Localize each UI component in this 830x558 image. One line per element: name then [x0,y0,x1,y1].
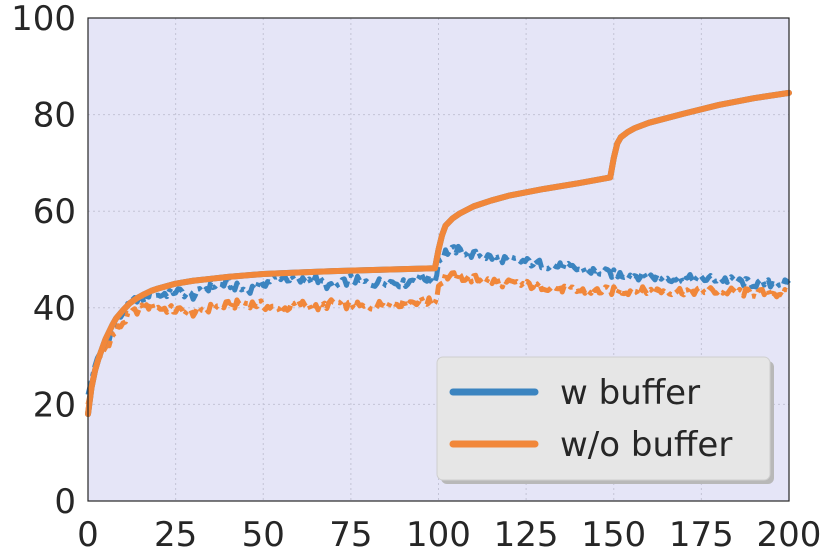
tick-labels: 0 25 50 75 100 125 150 175 200 0 20 40 60 80 100 [11,0,822,555]
x-tick-label-0: 0 [77,515,99,554]
y-tick-label-1: 20 [33,385,76,425]
x-tick-label-1: 25 [154,515,197,554]
x-tick-label-6: 150 [581,515,646,554]
x-tick-label-2: 50 [242,515,285,554]
legend-label-w-buffer: w buffer [560,373,700,413]
x-tick-label-5: 125 [494,515,559,554]
x-tick-label-7: 175 [669,515,734,554]
plot-frame [87,17,790,502]
y-tick-label-3: 60 [33,192,76,232]
y-tick-label-2: 40 [33,289,76,329]
x-tick-label-4: 100 [406,515,471,554]
y-tick-label-0: 0 [54,482,76,522]
series-line-1 [85,243,791,396]
legend: w buffer w/o buffer [436,356,774,484]
y-tick-label-4: 80 [33,96,76,136]
series-line-2 [85,89,792,418]
legend-box [436,356,771,481]
x-tick-label-3: 75 [329,515,372,554]
legend-label-wo-buffer: w/o buffer [560,425,732,465]
series-line-3 [85,270,791,405]
series-lines [85,89,792,418]
x-tick-label-8: 200 [757,515,822,554]
y-tick-label-5: 100 [11,0,76,39]
